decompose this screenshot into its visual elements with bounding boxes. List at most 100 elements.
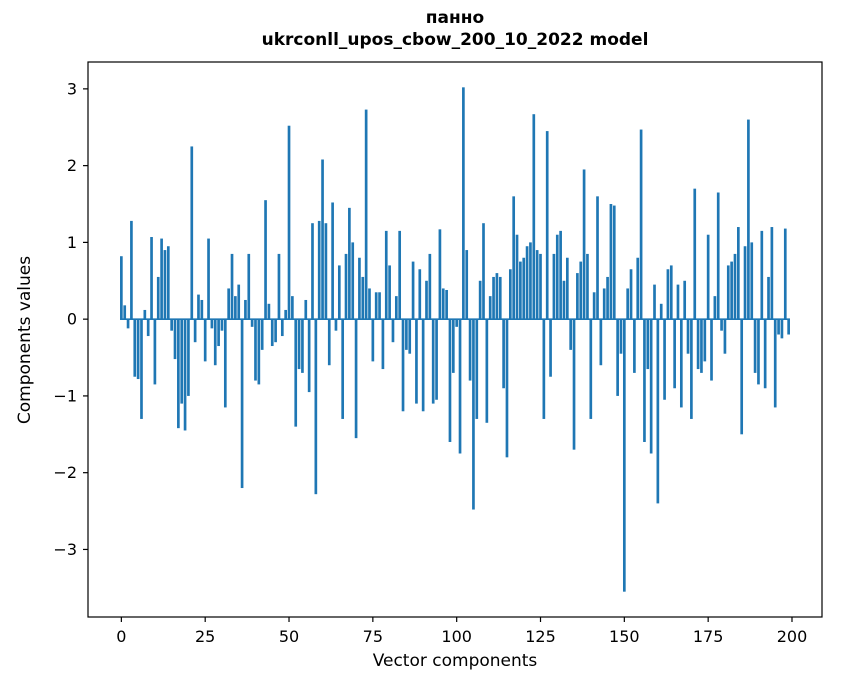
bar (358, 257, 361, 320)
bar (773, 319, 777, 408)
bar (374, 292, 378, 320)
bar (254, 319, 257, 381)
bar-series (120, 87, 790, 592)
bar (435, 319, 438, 400)
bar (324, 223, 328, 320)
x-tick-label: 125 (525, 627, 556, 646)
bar (408, 319, 412, 354)
bar (166, 246, 170, 320)
bar (673, 319, 676, 389)
bar (659, 303, 663, 320)
bar (284, 309, 288, 320)
bar (381, 319, 385, 370)
bar (462, 87, 465, 320)
bar (602, 288, 606, 320)
bar (411, 261, 415, 320)
bar (173, 319, 177, 360)
bar (529, 242, 532, 320)
bar (177, 319, 180, 429)
bar (234, 296, 237, 320)
bar (193, 319, 197, 343)
y-tick-label: 0 (67, 310, 77, 329)
bar (488, 296, 492, 320)
bar (545, 131, 549, 320)
bar (321, 159, 324, 320)
bar (163, 250, 167, 320)
bar (787, 319, 790, 335)
bar (643, 319, 646, 442)
bar (197, 294, 200, 320)
x-tick-label: 175 (693, 627, 724, 646)
bar (203, 319, 207, 362)
bar (388, 265, 391, 320)
bar (130, 220, 133, 320)
bar (327, 319, 331, 366)
bar (267, 303, 271, 320)
bar (153, 319, 157, 385)
bar (663, 319, 666, 400)
bar (140, 319, 143, 419)
y-tick-label: 3 (67, 79, 77, 98)
x-tick-label: 100 (441, 627, 472, 646)
x-tick-label: 200 (777, 627, 808, 646)
y-tick-label: −3 (53, 540, 77, 559)
bar (646, 319, 650, 370)
bar (757, 319, 760, 385)
bar (512, 196, 516, 320)
bar (519, 261, 522, 320)
bar (780, 319, 784, 339)
bar (539, 253, 542, 320)
bar (492, 276, 495, 320)
bar (596, 196, 599, 320)
bar (747, 119, 750, 320)
bar (750, 242, 754, 320)
bar (763, 319, 767, 389)
bar (250, 319, 254, 327)
bar (143, 309, 147, 320)
x-tick-label: 25 (195, 627, 215, 646)
bar (244, 299, 247, 320)
bar (592, 292, 596, 320)
bar (619, 319, 623, 354)
bar (478, 280, 482, 320)
bar (683, 280, 687, 320)
x-tick-label: 75 (363, 627, 383, 646)
x-axis-ticks: 0 25 50 75 100 125 150 175 200 (116, 617, 807, 646)
bar (441, 288, 445, 320)
bar (686, 319, 690, 354)
bar (606, 276, 609, 320)
bar (445, 289, 448, 320)
bar (535, 250, 539, 320)
bar (549, 319, 552, 377)
bar (257, 319, 261, 385)
bar (730, 261, 733, 320)
bar (331, 202, 334, 320)
bar (458, 319, 462, 454)
bar (274, 319, 277, 343)
bar (277, 253, 281, 320)
bar (710, 319, 713, 381)
bar (740, 319, 744, 435)
bar (633, 319, 636, 373)
bar (737, 227, 740, 320)
bar (364, 109, 368, 320)
bar (418, 269, 422, 320)
bar (384, 230, 388, 320)
bar (716, 192, 720, 320)
bar (693, 188, 697, 320)
bar (676, 284, 680, 320)
y-axis-label: Components values (15, 255, 35, 425)
bar (582, 169, 586, 320)
bar (636, 257, 640, 320)
bar (304, 299, 308, 320)
bar (287, 125, 291, 320)
chart-subtitle: ukrconll_upos_cbow_200_10_2022 model (261, 30, 649, 50)
bar (562, 280, 566, 320)
y-tick-label: −1 (53, 386, 77, 405)
bar (401, 319, 405, 412)
bar (760, 230, 764, 320)
bar (180, 319, 184, 404)
bar (609, 204, 613, 320)
